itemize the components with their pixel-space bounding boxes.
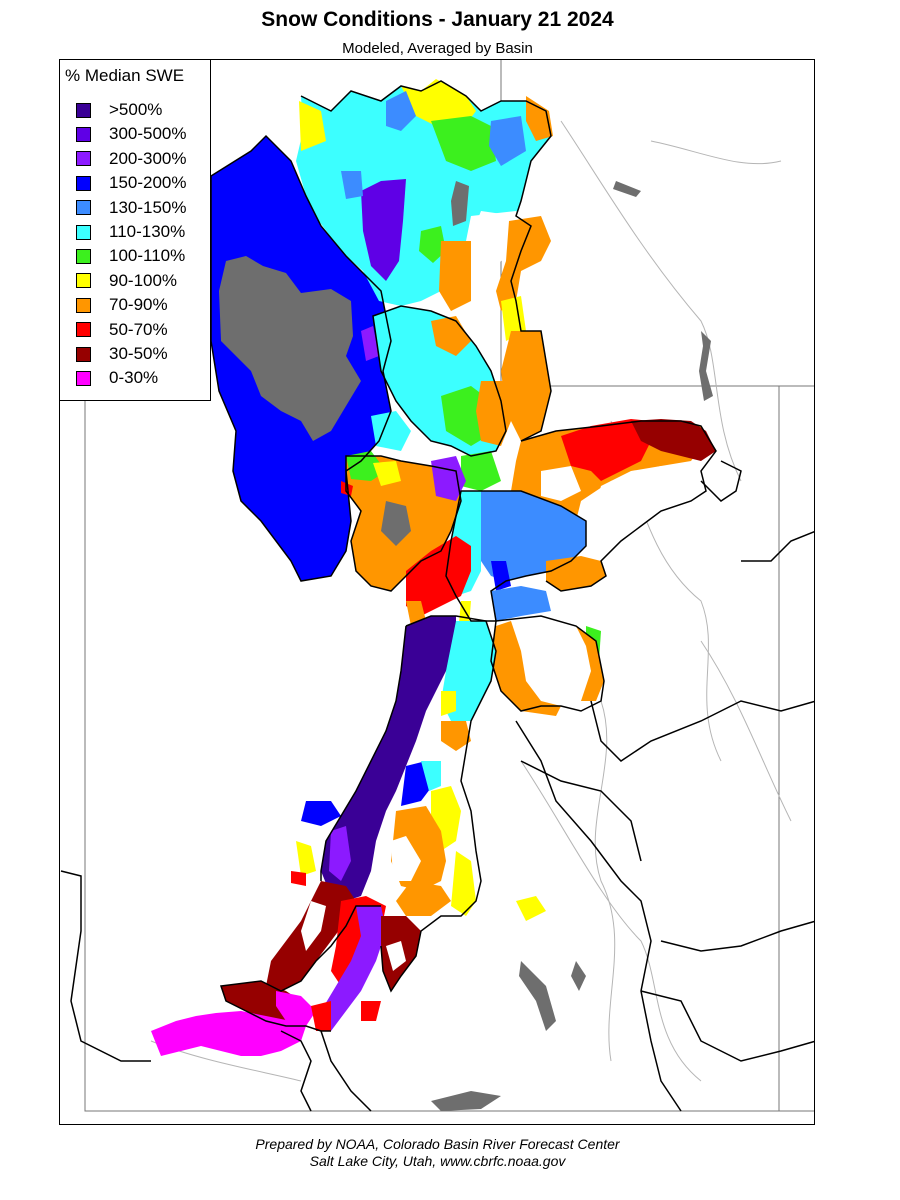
legend-swatch: [76, 370, 91, 386]
legend-label: 70-90%: [109, 295, 168, 315]
legend-swatch: [76, 346, 91, 362]
legend-item: 90-100%: [76, 271, 177, 291]
legend-swatch: [76, 175, 91, 191]
legend-swatch: [76, 200, 91, 216]
legend-item: 70-90%: [76, 295, 168, 315]
footer-credit: Prepared by NOAA, Colorado Basin River F…: [255, 1136, 620, 1152]
legend-swatch: [76, 322, 91, 338]
snow-map: [59, 59, 815, 1125]
legend-swatch: [76, 297, 91, 313]
legend-swatch: [76, 126, 91, 142]
legend-label: 110-130%: [109, 222, 186, 241]
legend-swatch: [76, 248, 91, 264]
legend-label: 0-30%: [109, 368, 159, 388]
map-title: Snow Conditions - January 21 2024: [261, 8, 614, 31]
outer-lakes: [431, 181, 713, 1111]
legend-item: 130-150%: [76, 198, 187, 218]
legend-title: % Median SWE: [65, 66, 185, 85]
legend-swatch: [76, 224, 91, 240]
map-canvas: [60, 60, 814, 1112]
legend-item: 300-500%: [76, 124, 187, 144]
basin-outlines: [60, 80, 814, 1112]
footer: Prepared by NOAA, Colorado Basin River F…: [0, 1136, 875, 1170]
legend-item: 200-300%: [76, 149, 187, 169]
legend-swatch: [76, 151, 91, 167]
legend-item: 0-30%: [76, 368, 158, 388]
legend-item: 110-130%: [76, 222, 185, 242]
legend-label: 130-150%: [109, 197, 187, 217]
legend-item: 30-50%: [76, 344, 168, 364]
legend-label: 90-100%: [109, 270, 178, 290]
legend-label: 30-50%: [109, 344, 168, 363]
legend-label: >500%: [109, 100, 163, 119]
legend-label: 150-200%: [109, 173, 187, 193]
snow-polygons: [151, 79, 716, 1056]
legend-label: 50-70%: [109, 319, 168, 339]
legend-item: 50-70%: [76, 320, 168, 340]
legend-label: 300-500%: [109, 124, 187, 144]
legend-item: >500%: [76, 100, 162, 120]
legend-item: 150-200%: [76, 173, 187, 193]
legend-item: 100-110%: [76, 246, 185, 266]
legend-label: 200-300%: [109, 148, 187, 168]
legend: % Median SWE >500% 300-500% 200-300% 150-20…: [59, 59, 211, 401]
legend-swatch: [76, 273, 91, 289]
legend-label: 100-110%: [109, 246, 186, 266]
legend-swatch: [76, 102, 91, 118]
map-subtitle: Modeled, Averaged by Basin: [342, 40, 533, 57]
footer-location: Salt Lake City, Utah, www.cbrfc.noaa.gov: [309, 1153, 566, 1169]
